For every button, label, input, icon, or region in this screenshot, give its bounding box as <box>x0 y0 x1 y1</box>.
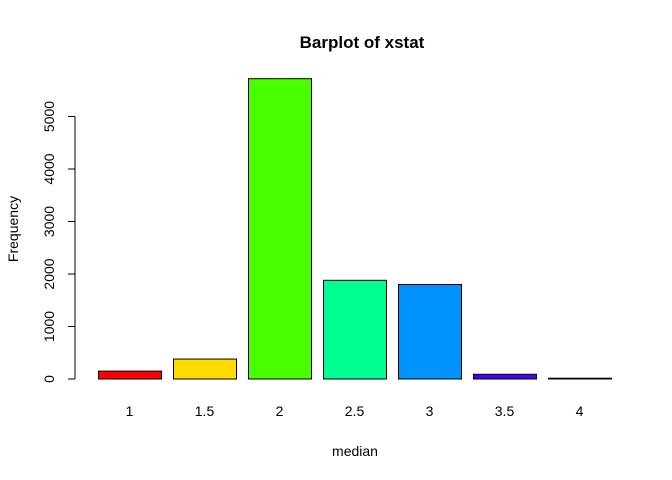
x-tick-label: 1 <box>126 403 134 419</box>
y-tick-label: 3000 <box>41 206 57 237</box>
bar-2 <box>248 78 312 380</box>
y-axis-label: Frequency <box>5 196 21 262</box>
x-tick-label: 3.5 <box>495 403 515 419</box>
bars-group <box>98 78 612 380</box>
x-tick-label: 1.5 <box>195 403 215 419</box>
x-tick-label: 3 <box>426 403 434 419</box>
x-tick-label: 2.5 <box>345 403 365 419</box>
bar-3 <box>398 284 462 380</box>
y-tick-label: 0 <box>41 375 57 383</box>
chart-title: Barplot of xstat <box>300 33 425 52</box>
y-axis: 0 1000 2000 3000 4000 5000 <box>41 101 76 383</box>
x-tick-label: 4 <box>576 403 584 419</box>
y-tick-label: 5000 <box>41 101 57 132</box>
x-tick-labels: 1 1.5 2 2.5 3 3.5 4 <box>126 403 584 419</box>
x-tick-label: 2 <box>276 403 284 419</box>
bar-3-5 <box>473 373 537 380</box>
bar-1-5 <box>173 358 237 380</box>
bar-4 <box>548 377 612 380</box>
y-tick-label: 4000 <box>41 153 57 184</box>
bar-1 <box>98 370 162 380</box>
y-tick-label: 2000 <box>41 258 57 289</box>
y-tick-label: 1000 <box>41 311 57 342</box>
bar-2-5 <box>323 279 387 380</box>
x-axis-label: median <box>332 443 378 459</box>
